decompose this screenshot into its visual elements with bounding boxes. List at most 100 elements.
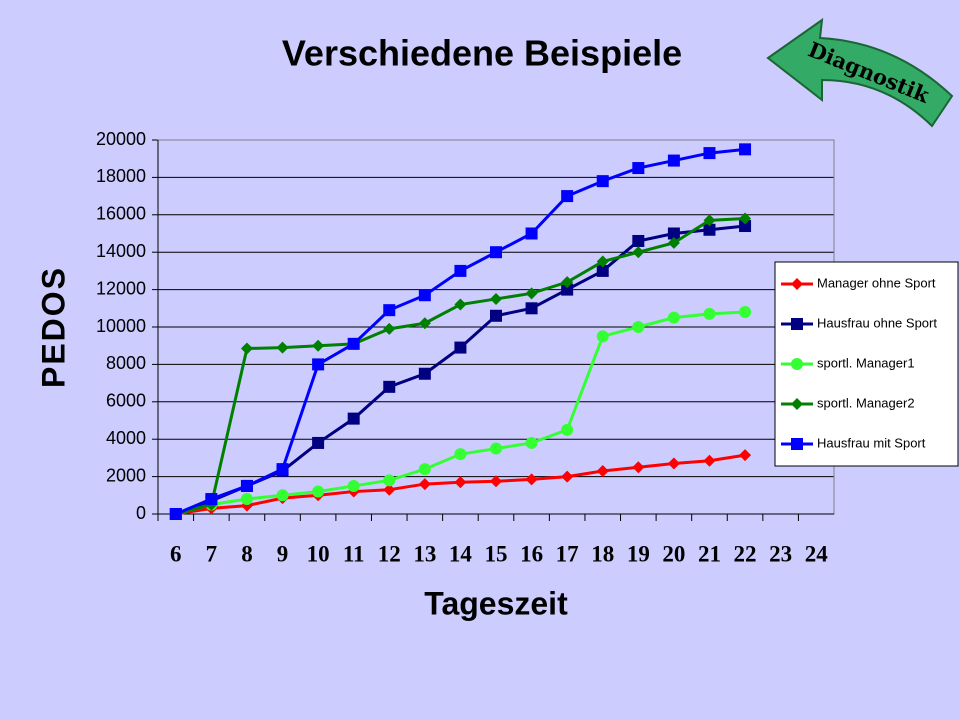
marker — [490, 292, 502, 305]
legend-marker — [791, 358, 803, 370]
marker — [667, 154, 680, 167]
x-tick-label: 12 — [378, 541, 401, 566]
arrow-shape[interactable] — [766, 17, 954, 128]
legend-label: Hausfrau mit Sport — [817, 435, 926, 450]
marker — [525, 227, 538, 240]
marker — [632, 162, 645, 175]
marker — [667, 236, 680, 249]
marker — [667, 311, 680, 324]
y-tick-label: 12000 — [96, 278, 146, 298]
marker — [312, 485, 325, 498]
marker — [667, 227, 680, 240]
x-tick-label: 17 — [556, 541, 579, 566]
marker — [454, 476, 467, 489]
x-tick-label: 15 — [485, 541, 508, 566]
marker — [561, 190, 574, 203]
legend-label: Manager ohne Sport — [817, 275, 936, 290]
y-tick-label: 2000 — [106, 465, 146, 485]
x-tick-label: 7 — [206, 541, 218, 566]
y-tick-label: 14000 — [96, 241, 146, 261]
marker — [596, 264, 609, 277]
legend-marker — [791, 398, 803, 410]
marker — [739, 143, 752, 156]
marker — [383, 474, 396, 487]
marker — [632, 246, 645, 259]
marker — [632, 234, 645, 247]
marker — [454, 264, 467, 277]
marker — [596, 464, 609, 477]
marker — [454, 298, 467, 311]
marker — [490, 475, 502, 488]
y-tick-label: 0 — [136, 503, 146, 523]
y-axis-label: PEDOS — [35, 266, 71, 388]
marker — [347, 337, 360, 350]
marker — [703, 147, 716, 160]
marker — [454, 341, 467, 354]
marker — [703, 223, 716, 236]
legend-label: Hausfrau ohne Sport — [817, 315, 937, 330]
marker — [490, 246, 502, 259]
x-tick-label: 11 — [343, 541, 365, 566]
marker — [632, 321, 645, 333]
marker — [739, 220, 752, 233]
x-tick-label: 19 — [627, 541, 650, 566]
x-tick-label: 6 — [170, 541, 182, 566]
marker — [240, 493, 253, 506]
chart-title: Verschiedene Beispiele — [282, 33, 682, 74]
marker — [383, 483, 396, 496]
legend-label: sportl. Manager2 — [817, 395, 915, 410]
x-tick-label: 23 — [769, 541, 792, 566]
legend-marker — [791, 438, 803, 450]
marker — [418, 463, 431, 476]
marker — [383, 322, 396, 335]
marker — [276, 463, 289, 476]
marker — [240, 342, 253, 355]
marker — [418, 289, 431, 302]
marker — [312, 436, 325, 449]
x-tick-label: 21 — [698, 541, 721, 566]
marker — [561, 283, 574, 296]
legend-marker — [791, 318, 803, 330]
marker — [418, 478, 431, 491]
marker — [205, 493, 218, 506]
marker — [561, 423, 574, 436]
marker — [490, 442, 502, 455]
y-tick-label: 20000 — [96, 129, 146, 149]
y-tick-label: 16000 — [96, 204, 146, 224]
legend-marker — [791, 278, 803, 290]
marker — [312, 339, 325, 352]
marker — [347, 412, 360, 425]
marker — [525, 473, 538, 486]
marker — [240, 479, 253, 492]
marker — [596, 255, 609, 268]
y-tick-label: 4000 — [106, 428, 146, 448]
marker — [739, 212, 752, 225]
marker — [525, 436, 538, 449]
x-tick-label: 8 — [241, 541, 253, 566]
x-tick-label: 16 — [520, 541, 543, 566]
marker — [525, 302, 538, 315]
marker — [276, 489, 289, 502]
x-axis-label: Tageszeit — [424, 585, 568, 621]
marker — [418, 317, 431, 330]
y-tick-label: 8000 — [106, 353, 146, 373]
x-tick-label: 18 — [591, 541, 614, 566]
marker — [561, 276, 574, 289]
marker — [703, 307, 716, 320]
marker — [169, 508, 182, 520]
marker — [383, 380, 396, 393]
marker — [525, 287, 538, 300]
marker — [596, 175, 609, 188]
marker — [347, 479, 360, 492]
marker — [703, 214, 716, 227]
marker — [739, 306, 752, 319]
marker — [490, 309, 502, 322]
x-tick-label: 9 — [277, 541, 289, 566]
marker — [383, 304, 396, 317]
x-tick-label: 20 — [662, 541, 685, 566]
marker — [312, 358, 325, 371]
marker — [739, 449, 752, 462]
x-tick-label: 24 — [805, 541, 829, 566]
